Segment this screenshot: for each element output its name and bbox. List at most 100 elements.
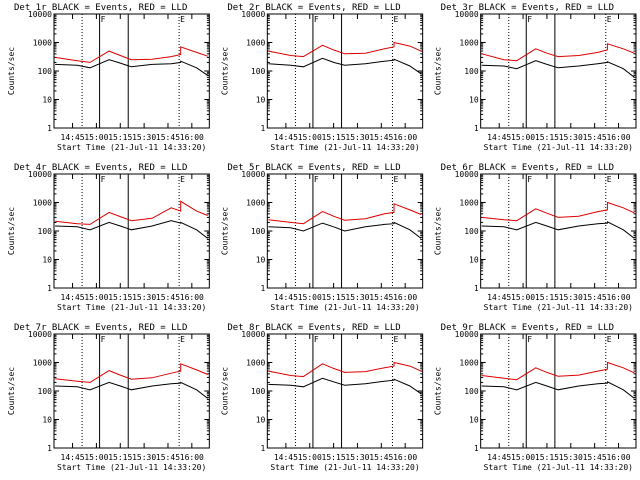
y-tick-label: 10 <box>256 416 266 425</box>
lld-series-line <box>481 201 635 222</box>
y-tick-label: 10000 <box>455 330 479 339</box>
plot-frame <box>53 173 210 289</box>
y-tick-label: 1000 <box>459 199 478 208</box>
panel-6: Det 6r BLACK = Events, RED = LLD 1 10 100 10… <box>434 163 637 312</box>
x-tick-label: 15:00 <box>84 293 108 302</box>
x-tick-label: 16:00 <box>606 453 630 462</box>
x-tick-label: 15:30 <box>559 453 583 462</box>
y-tick-label: 100 <box>251 387 266 396</box>
x-tick-label: 15:15 <box>535 293 559 302</box>
y-tick-label: 10 <box>42 416 52 425</box>
marker-label: E <box>393 335 398 344</box>
plot-frame <box>480 173 637 289</box>
plot-frame <box>266 333 424 449</box>
lld-series-line <box>268 203 422 225</box>
y-tick-label: 1 <box>47 444 52 453</box>
panel-title: Det 6r BLACK = Events, RED = LLD <box>441 163 614 173</box>
x-tick-label: 15:45 <box>369 133 393 142</box>
x-axis-label: Start Time (21-Jul-11 14:33:20) <box>484 143 633 152</box>
x-axis-label: Start Time (21-Jul-11 14:33:20) <box>484 303 633 312</box>
x-tick-label: 15:00 <box>511 133 535 142</box>
y-axis-label: Counts/sec <box>220 367 229 415</box>
y-axis-label: Counts/sec <box>220 207 229 255</box>
y-tick-label: 100 <box>464 227 479 236</box>
y-tick-label: 1000 <box>33 359 52 368</box>
x-tick-label: 16:00 <box>180 133 204 142</box>
panel-title: Det 7r BLACK = Events, RED = LLD <box>14 323 187 333</box>
y-tick-label: 1 <box>261 284 266 293</box>
panel-2: Det 2r BLACK = Events, RED = LLD 1 10 100 10… <box>220 3 424 152</box>
y-tick-label: 1 <box>474 444 479 453</box>
panel-3: Det 3r BLACK = Events, RED = LLD 1 10 100 10… <box>434 3 637 152</box>
lld-series-line <box>481 43 635 62</box>
panel-9: Det 9r BLACK = Events, RED = LLD 1 10 100 10… <box>434 323 637 472</box>
y-tick-label: 100 <box>464 67 479 76</box>
y-tick-label: 10000 <box>28 170 52 179</box>
x-tick-label: 15:45 <box>583 453 607 462</box>
x-tick-label: 16:00 <box>393 293 417 302</box>
x-tick-label: 15:15 <box>535 453 559 462</box>
events-series-line <box>55 220 209 239</box>
x-tick-label: 15:45 <box>156 453 180 462</box>
x-tick-label: 15:00 <box>84 453 108 462</box>
x-tick-label: 15:30 <box>132 293 156 302</box>
marker-label: F <box>314 175 319 184</box>
y-tick-label: 10000 <box>455 10 479 19</box>
y-tick-label: 1 <box>261 444 266 453</box>
marker-label: E <box>393 175 398 184</box>
x-axis-label: Start Time (21-Jul-11 14:33:20) <box>484 463 633 472</box>
x-tick-label: 15:30 <box>132 133 156 142</box>
events-series-line <box>481 220 635 239</box>
events-series-line <box>268 221 422 239</box>
x-tick-label: 16:00 <box>393 133 417 142</box>
panel-4: Det 4r BLACK = Events, RED = LLD 1 10 100 10… <box>7 163 210 312</box>
panel-title: Det 1r BLACK = Events, RED = LLD <box>14 3 187 13</box>
y-tick-label: 100 <box>464 387 479 396</box>
y-axis-label: Counts/sec <box>220 47 229 95</box>
lld-series-line <box>55 46 208 63</box>
plot-frame <box>53 13 210 129</box>
x-tick-label: 14:45 <box>487 293 511 302</box>
x-tick-label: 14:45 <box>61 293 85 302</box>
plot-frame <box>480 13 637 129</box>
y-axis-label: Counts/sec <box>7 47 16 95</box>
marker-label: F <box>527 15 532 24</box>
marker-label: F <box>527 175 532 184</box>
y-tick-label: 10 <box>469 96 479 105</box>
y-axis-label: Counts/sec <box>7 207 16 255</box>
x-axis-label: Start Time (21-Jul-11 14:33:20) <box>57 463 206 472</box>
y-tick-label: 10000 <box>28 10 52 19</box>
x-tick-label: 14:45 <box>487 133 511 142</box>
marker-label: E <box>607 15 612 24</box>
x-tick-label: 15:00 <box>298 453 322 462</box>
marker-label: F <box>101 15 106 24</box>
x-tick-label: 15:15 <box>108 133 132 142</box>
marker-label: F <box>101 175 106 184</box>
x-tick-label: 15:30 <box>345 293 369 302</box>
panel-title: Det 3r BLACK = Events, RED = LLD <box>441 3 614 13</box>
marker-label: F <box>101 335 106 344</box>
lld-series-line <box>55 200 208 225</box>
y-tick-label: 10 <box>256 96 266 105</box>
plot-frame <box>53 333 210 449</box>
y-tick-label: 1000 <box>246 359 265 368</box>
marker-label: E <box>607 335 612 344</box>
x-tick-label: 15:45 <box>369 453 393 462</box>
y-tick-label: 10000 <box>455 170 479 179</box>
y-tick-label: 1000 <box>33 39 52 48</box>
x-tick-label: 14:45 <box>61 453 85 462</box>
x-tick-label: 15:00 <box>511 293 535 302</box>
y-tick-label: 1000 <box>246 199 265 208</box>
x-tick-label: 15:30 <box>559 293 583 302</box>
panel-8: Det 8r BLACK = Events, RED = LLD 1 10 100 10… <box>220 323 424 472</box>
x-tick-label: 15:45 <box>583 293 607 302</box>
events-series-line <box>268 57 422 75</box>
panel-title: Det 5r BLACK = Events, RED = LLD <box>227 163 400 173</box>
y-tick-label: 1000 <box>459 359 478 368</box>
panel-title: Det 9r BLACK = Events, RED = LLD <box>441 323 614 333</box>
x-tick-label: 15:45 <box>156 293 180 302</box>
x-tick-label: 15:45 <box>369 293 393 302</box>
x-tick-label: 16:00 <box>180 293 204 302</box>
plot-frame <box>480 333 637 449</box>
marker-label: E <box>180 335 185 344</box>
